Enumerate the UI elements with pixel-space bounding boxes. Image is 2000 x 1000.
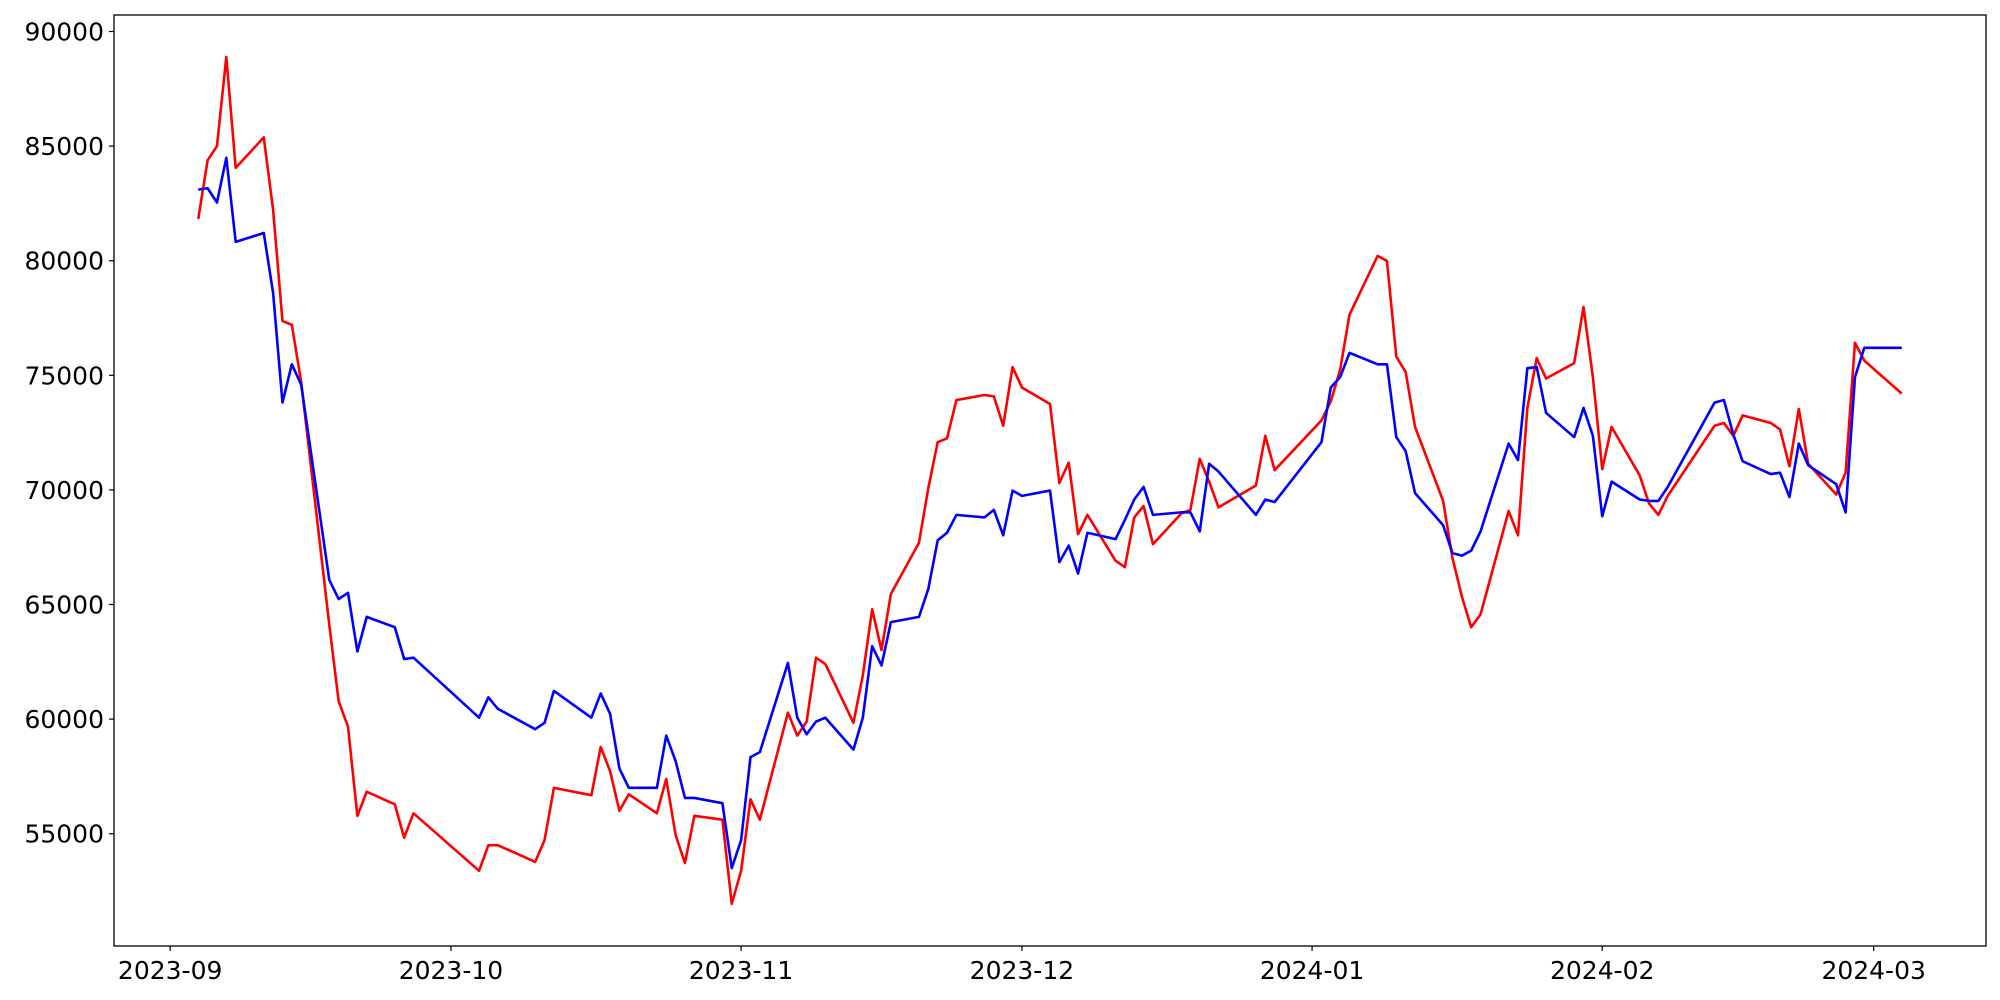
y-tick-label: 90000 xyxy=(24,18,104,47)
series-line xyxy=(198,156,1902,870)
y-tick-label: 60000 xyxy=(24,705,104,734)
x-tick-label: 2023-11 xyxy=(689,956,793,985)
plot-frame xyxy=(113,14,1987,947)
x-tick-label: 2023-09 xyxy=(118,956,222,985)
x-tick-label: 2023-12 xyxy=(970,956,1074,985)
y-tick-label: 55000 xyxy=(24,820,104,849)
y-tick-label: 80000 xyxy=(24,247,104,276)
x-tick-label: 2024-01 xyxy=(1260,956,1364,985)
y-tick-label: 75000 xyxy=(24,361,104,390)
x-tick-label: 2024-03 xyxy=(1821,956,1925,985)
x-tick-label: 2024-02 xyxy=(1550,956,1654,985)
y-tick-label: 85000 xyxy=(24,132,104,161)
y-tick-label: 70000 xyxy=(24,476,104,505)
x-tick-label: 2023-10 xyxy=(399,956,503,985)
series-line xyxy=(196,55,1903,906)
y-tick-label: 65000 xyxy=(24,590,104,619)
